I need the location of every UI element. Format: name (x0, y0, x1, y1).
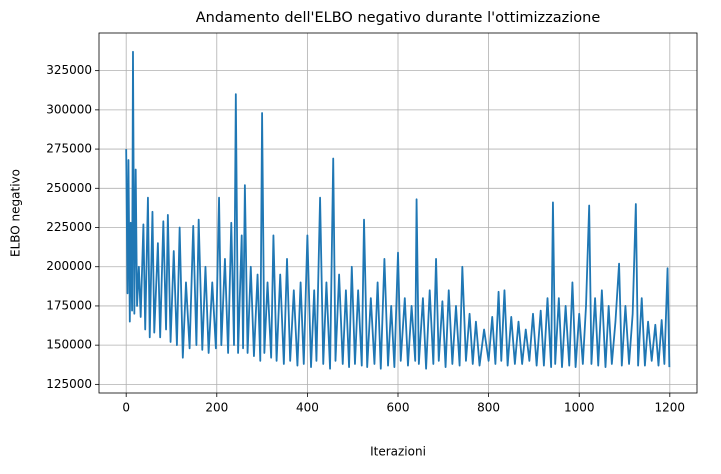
x-tick-label: 0 (122, 401, 130, 415)
y-tick-label: 200000 (46, 259, 92, 273)
x-tick-label: 200 (205, 401, 228, 415)
y-tick-label: 300000 (46, 102, 92, 116)
x-tick-label: 1200 (655, 401, 686, 415)
y-tick-label: 275000 (46, 142, 92, 156)
y-tick-label: 150000 (46, 338, 92, 352)
y-tick-label: 125000 (46, 377, 92, 391)
y-tick-label: 250000 (46, 181, 92, 195)
x-tick-label: 800 (477, 401, 500, 415)
chart-title: Andamento dell'ELBO negativo durante l'o… (196, 10, 601, 26)
y-tick-label: 175000 (46, 298, 92, 312)
data-line (125, 50, 671, 370)
y-tick-label: 325000 (46, 63, 92, 77)
x-tick-label: 400 (296, 401, 319, 415)
y-axis-label: ELBO negativo (9, 169, 23, 257)
plot-frame (98, 32, 698, 394)
x-tick-label: 600 (387, 401, 410, 415)
x-tick-label: 1000 (564, 401, 595, 415)
y-tick-label: 225000 (46, 220, 92, 234)
x-axis-label: Iterazioni (370, 445, 426, 459)
